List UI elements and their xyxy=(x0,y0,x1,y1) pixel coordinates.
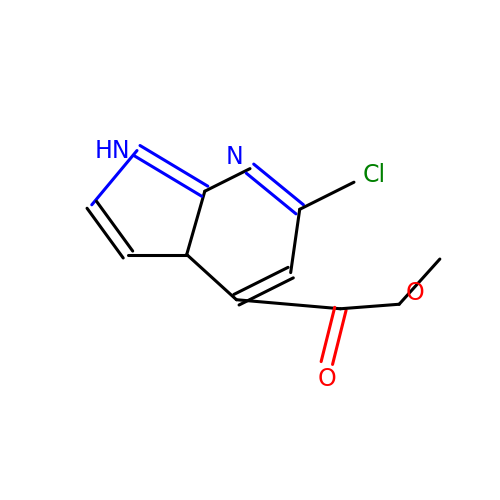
Text: O: O xyxy=(406,281,424,305)
Text: Cl: Cl xyxy=(362,164,386,188)
Text: O: O xyxy=(318,367,336,391)
Text: N: N xyxy=(226,146,243,170)
Text: HN: HN xyxy=(94,138,130,162)
